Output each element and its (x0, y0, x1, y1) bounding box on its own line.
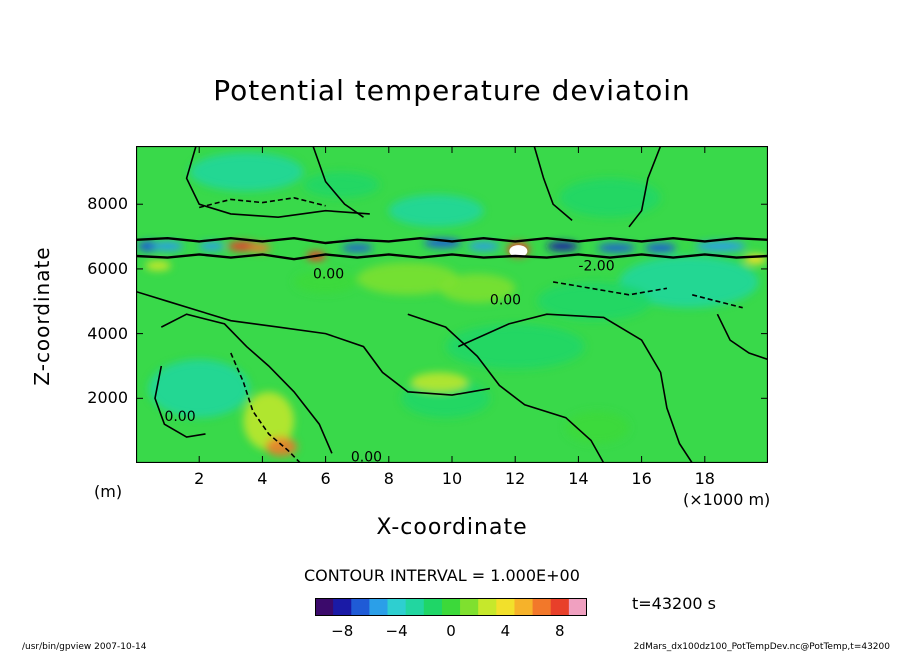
colorbar-segment (496, 598, 515, 616)
field-region (199, 242, 225, 251)
contour-line (533, 146, 573, 222)
contour-line (552, 281, 668, 296)
field-region (509, 245, 528, 258)
colorbar-segment (405, 598, 425, 616)
y-tick-label: 2000 (87, 388, 128, 408)
x-axis-label-text: X-coordinate (376, 515, 528, 540)
colorbar-tick-label: 8 (555, 622, 565, 640)
x-tick-label: 8 (383, 469, 394, 488)
field-region (559, 178, 661, 218)
field-region (145, 260, 171, 271)
colorbar-frame (315, 598, 587, 616)
field-region (248, 243, 271, 253)
field-region (619, 255, 759, 308)
field-region (439, 273, 516, 303)
field-region (565, 411, 629, 444)
field-region (265, 437, 298, 457)
contour-line (136, 253, 768, 261)
contour-line (154, 365, 206, 438)
x-tick-label: 6 (320, 469, 331, 488)
contour-label: 0.00 (351, 449, 382, 463)
field-region (546, 241, 579, 251)
footer-right: 2dMars_dx100dz100_PotTempDev.nc@PotTemp,… (633, 642, 890, 652)
contour-label: -2.00 (578, 259, 614, 275)
y-tick-label: 4000 (87, 323, 128, 343)
contour-line (716, 313, 768, 361)
contour-line (457, 313, 693, 463)
colorbar (315, 598, 587, 616)
colorbar-segment (333, 598, 352, 616)
y-unit-label: (m) (94, 482, 123, 501)
colorbar-segment (441, 598, 461, 616)
colorbar-segment (369, 598, 389, 616)
x-tick-label: 12 (505, 469, 526, 488)
colorbar-segment (550, 598, 570, 616)
footer-left: /usr/bin/gpview 2007-10-14 (22, 642, 147, 652)
field-region (445, 323, 585, 370)
field-region (137, 241, 160, 252)
colorbar-segment (423, 598, 443, 616)
colorbar-segment (315, 598, 334, 616)
x-tick-label: 2 (194, 469, 205, 488)
field-region (597, 243, 636, 253)
colorbar-tick-label: 4 (500, 622, 511, 640)
contour-line (136, 236, 768, 245)
colorbar-segment (351, 598, 370, 616)
contour-line (628, 146, 662, 228)
y-tick-label: 6000 (87, 258, 128, 278)
field-region (243, 391, 294, 451)
y-tick-label: 8000 (87, 194, 128, 214)
colorbar-segment (568, 598, 587, 616)
contour-line (407, 313, 605, 463)
field-region (341, 244, 373, 252)
colorbar-segment (478, 598, 497, 616)
contour-line (199, 196, 326, 209)
field-region (303, 171, 380, 198)
y-axis-label: Z-coordinate (30, 246, 54, 386)
contour-line (692, 294, 743, 309)
contour-line (160, 313, 333, 454)
contour-label: 0.00 (164, 409, 195, 425)
field-region (148, 359, 250, 418)
field-region (410, 372, 468, 392)
chart-title: Potential temperature deviatoin (213, 74, 691, 107)
x-unit-label: (×1000 m) (683, 490, 771, 509)
contour-line (312, 146, 364, 218)
field-region (189, 152, 304, 192)
colorbar-tick-label: −8 (331, 622, 354, 640)
x-axis-label: X-coordinate (0, 515, 904, 540)
colorbar-tick-label: −4 (385, 622, 408, 640)
field-region (537, 281, 652, 321)
plot-area: -2.00 0.00 0.00 0.00 0.00 (136, 146, 768, 463)
contour-label: 0.00 (490, 293, 521, 309)
x-tick-label: 14 (568, 469, 589, 488)
x-tick-label: 18 (694, 469, 715, 488)
x-tick-label: 16 (631, 469, 652, 488)
colorbar-tick-label: 0 (446, 622, 456, 640)
contour-line (185, 146, 370, 219)
field-region (695, 241, 746, 252)
time-label: t=43200 s (632, 594, 716, 613)
field-region (388, 194, 484, 227)
x-tick-label: 10 (441, 469, 463, 488)
field-region (644, 243, 677, 253)
x-tick-label: 4 (257, 469, 268, 488)
field-region (151, 241, 184, 251)
colorbar-segment (460, 598, 479, 616)
contour-interval: CONTOUR INTERVAL = 1.000E+00 (304, 566, 580, 585)
contour-line (136, 290, 491, 396)
contour-label: 0.00 (313, 267, 344, 283)
contour-line (230, 352, 301, 463)
colorbar-segment (532, 598, 552, 616)
colorbar-segment (514, 598, 534, 616)
colorbar-segment (387, 598, 407, 616)
field-region (294, 270, 358, 294)
field-region (357, 262, 459, 295)
field-region (467, 242, 500, 251)
